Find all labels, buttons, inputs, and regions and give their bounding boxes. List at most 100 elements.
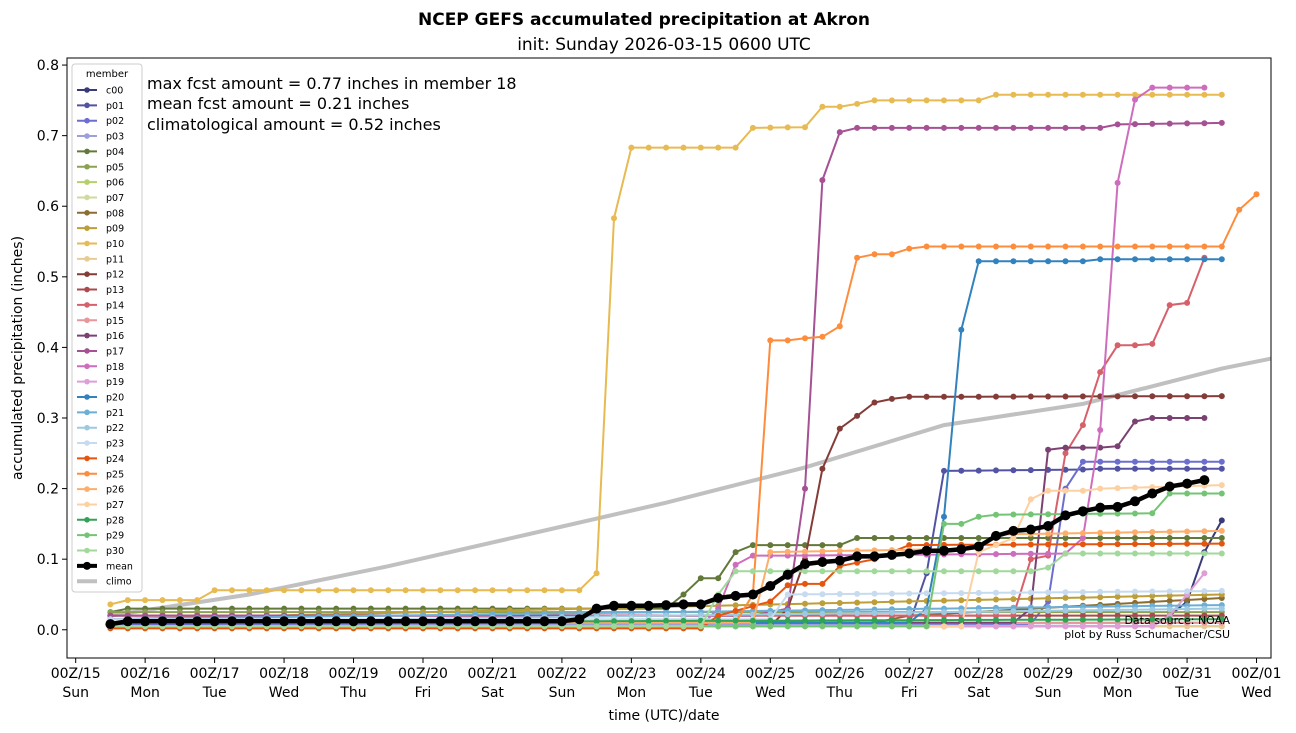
data-point bbox=[122, 616, 133, 627]
data-point bbox=[1027, 541, 1034, 548]
legend-item-p20: p20 bbox=[77, 393, 124, 404]
data-point bbox=[834, 555, 845, 566]
data-point bbox=[1201, 528, 1208, 535]
data-point bbox=[1045, 616, 1052, 623]
data-point bbox=[888, 97, 895, 104]
data-point bbox=[1132, 342, 1138, 349]
data-point bbox=[1184, 415, 1191, 421]
data-point bbox=[784, 623, 791, 630]
chart-title: NCEP GEFS accumulated precipitation at A… bbox=[418, 10, 870, 30]
credits: Data source: NOAA plot by Russ Schumache… bbox=[1064, 614, 1230, 641]
data-point bbox=[819, 548, 826, 555]
data-point bbox=[1097, 485, 1104, 492]
data-point bbox=[923, 535, 930, 541]
data-point bbox=[1184, 597, 1191, 603]
data-point bbox=[365, 616, 376, 627]
x-tick-label: 00Z/30 bbox=[1093, 666, 1143, 682]
data-point bbox=[836, 542, 843, 549]
data-point bbox=[1149, 510, 1156, 517]
data-point bbox=[993, 589, 999, 596]
data-point bbox=[1149, 550, 1156, 557]
legend-swatch-marker bbox=[84, 424, 90, 431]
data-point bbox=[1184, 606, 1191, 612]
data-point bbox=[1132, 593, 1138, 600]
data-point bbox=[906, 124, 913, 131]
data-point bbox=[749, 552, 756, 559]
data-point bbox=[836, 600, 843, 606]
data-point bbox=[1218, 393, 1225, 400]
data-point bbox=[643, 600, 654, 611]
data-point bbox=[888, 251, 895, 258]
data-point bbox=[1149, 393, 1156, 400]
data-point bbox=[836, 129, 843, 136]
legend-item-p06: p06 bbox=[77, 178, 124, 189]
data-point bbox=[1045, 564, 1052, 571]
data-point bbox=[539, 616, 550, 627]
data-point bbox=[333, 587, 340, 594]
legend-item-p25: p25 bbox=[77, 469, 124, 480]
data-point bbox=[1114, 606, 1121, 613]
x-tick-label: 00Z/31 bbox=[1162, 666, 1212, 682]
legend-label: p05 bbox=[106, 162, 124, 173]
x-tick-day-label: Sun bbox=[1035, 685, 1062, 701]
data-point bbox=[663, 623, 670, 630]
mean-forecast-annotation: mean fcst amount = 0.21 inches bbox=[147, 94, 409, 113]
data-point bbox=[993, 623, 999, 630]
data-point bbox=[1166, 84, 1173, 91]
data-point bbox=[1062, 612, 1069, 619]
data-point bbox=[1132, 535, 1138, 541]
data-point bbox=[854, 412, 861, 419]
data-point bbox=[1112, 501, 1123, 512]
data-point bbox=[973, 541, 984, 552]
data-point bbox=[1147, 488, 1158, 499]
data-point bbox=[159, 597, 166, 604]
data-point bbox=[767, 124, 774, 131]
data-point bbox=[1114, 616, 1121, 623]
data-point bbox=[1045, 393, 1052, 400]
data-point bbox=[192, 616, 203, 627]
data-point bbox=[819, 568, 826, 575]
data-point bbox=[1184, 256, 1191, 263]
data-point bbox=[906, 542, 913, 549]
data-point bbox=[715, 612, 722, 619]
legend-label: p02 bbox=[106, 116, 124, 127]
data-point bbox=[1166, 616, 1173, 623]
y-tick-label: 0.0 bbox=[37, 623, 59, 639]
data-point bbox=[1045, 487, 1052, 494]
data-point bbox=[819, 600, 826, 607]
data-point bbox=[941, 467, 947, 474]
legend-label: p09 bbox=[106, 224, 124, 235]
data-point bbox=[1062, 616, 1069, 623]
data-point bbox=[941, 520, 947, 527]
data-point bbox=[958, 568, 965, 575]
data-point bbox=[715, 144, 722, 151]
data-point bbox=[923, 124, 930, 131]
data-point bbox=[1045, 511, 1052, 518]
data-point bbox=[1027, 608, 1034, 614]
data-point bbox=[229, 587, 235, 594]
data-point bbox=[1114, 588, 1121, 595]
data-point bbox=[1132, 550, 1138, 557]
data-point bbox=[1166, 550, 1173, 557]
data-point bbox=[1166, 91, 1173, 98]
data-point bbox=[1132, 606, 1138, 613]
data-point bbox=[1027, 556, 1034, 563]
data-point bbox=[1010, 91, 1017, 98]
data-point bbox=[1045, 612, 1052, 619]
y-axis-label: accumulated precipitation (inches) bbox=[10, 236, 26, 480]
data-point bbox=[802, 580, 808, 587]
data-point bbox=[1149, 120, 1156, 127]
data-point bbox=[281, 587, 288, 594]
data-point bbox=[782, 569, 793, 580]
legend-label: p16 bbox=[106, 331, 124, 342]
data-point bbox=[1045, 243, 1052, 250]
legend-swatch-marker bbox=[84, 394, 90, 400]
data-point bbox=[1062, 91, 1069, 98]
data-point bbox=[713, 593, 724, 603]
series-climo bbox=[110, 356, 1271, 618]
data-point bbox=[1062, 243, 1069, 250]
data-point bbox=[975, 596, 982, 603]
data-point bbox=[749, 617, 756, 624]
legend-item-climo: climo bbox=[77, 577, 132, 588]
legend-item-p27: p27 bbox=[77, 500, 124, 511]
